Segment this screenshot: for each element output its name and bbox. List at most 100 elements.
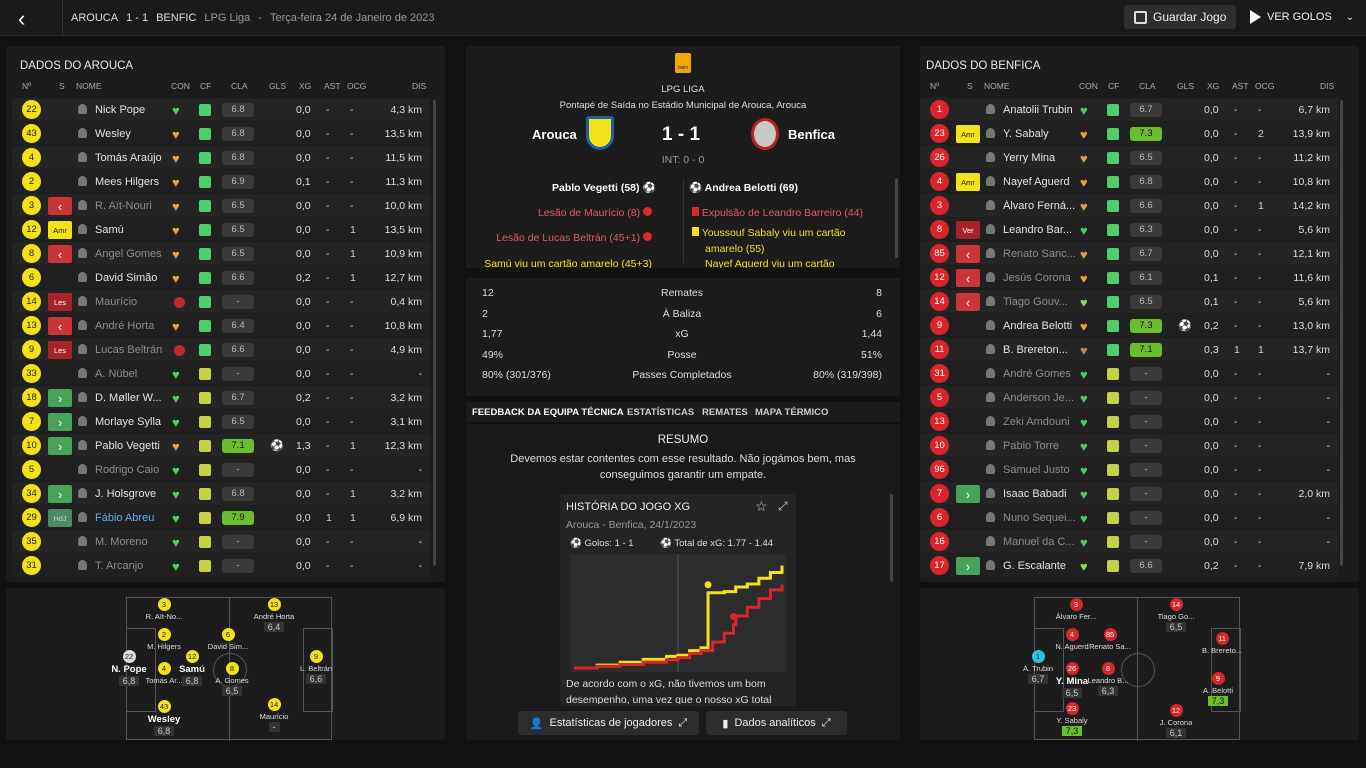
- back-arrow-icon[interactable]: ‹: [18, 6, 26, 31]
- lineup-player[interactable]: 3 R. Aït-No...: [134, 598, 194, 621]
- player-row[interactable]: 8 Ver Leandro Bar... ♥ 6.3 0,0 - - 5,6 k…: [920, 218, 1338, 242]
- player-name[interactable]: Morlaye Sylla: [95, 416, 162, 428]
- lineup-player[interactable]: 23 Y. Sabaly 7,3: [1042, 702, 1102, 736]
- player-row[interactable]: 14 Les Maurício - 0,0 - - 0,4 km: [12, 290, 430, 314]
- player-name[interactable]: David Simão: [95, 272, 158, 284]
- player-name[interactable]: Maurício: [95, 296, 138, 308]
- player-row[interactable]: 3 Álvaro Ferná... ♥ 6.6 0,0 - 1 14,2 km: [920, 194, 1338, 218]
- player-row[interactable]: 31 T. Arcanjo ♥ - 0,0 - - -: [12, 554, 430, 578]
- save-game-button[interactable]: Guardar Jogo: [1124, 5, 1236, 29]
- player-name[interactable]: T. Arcanjo: [95, 560, 144, 572]
- player-name[interactable]: Nuno Sequei...: [1003, 512, 1076, 524]
- column-header[interactable]: Nº: [22, 81, 32, 91]
- player-name[interactable]: R. Aït-Nouri: [95, 200, 152, 212]
- column-header[interactable]: CLA: [231, 81, 248, 91]
- player-name[interactable]: Tiago Gouv...: [1003, 296, 1068, 308]
- lineup-player[interactable]: 85 Renato Sa...: [1080, 628, 1140, 651]
- player-row[interactable]: 6 Nuno Sequei... ♥ - 0,0 - - -: [920, 506, 1338, 530]
- player-name[interactable]: Anatolii Trubin: [1003, 104, 1073, 116]
- events-scrollbar[interactable]: [895, 178, 898, 258]
- player-row[interactable]: 11 B. Brereton... ♥ 7.1 0,3 1 1 13,7 km: [920, 338, 1338, 362]
- feedback-scrollbar[interactable]: [890, 494, 893, 582]
- player-row[interactable]: 5 Anderson Je... ♥ - 0,0 - - -: [920, 386, 1338, 410]
- lineup-player[interactable]: 4 Tomás Ar...: [134, 662, 194, 685]
- lineup-player[interactable]: 14 Maurício -: [244, 698, 304, 732]
- player-row[interactable]: 31 André Gomes ♥ - 0,0 - - -: [920, 362, 1338, 386]
- lineup-player[interactable]: 6 David Sim...: [198, 628, 258, 651]
- column-header[interactable]: CON: [1079, 81, 1098, 91]
- lineup-player[interactable]: 2 M. Hilgers: [134, 628, 194, 651]
- player-row[interactable]: 16 Manuel da C... ♥ - 0,0 - - -: [920, 530, 1338, 554]
- player-row[interactable]: 26 Yerry Mina ♥ 6.5 0,0 - - 11,2 km: [920, 146, 1338, 170]
- star-icon[interactable]: ☆: [755, 498, 768, 514]
- player-name[interactable]: Fábio Abreu: [95, 512, 155, 524]
- player-name[interactable]: D. Møller W...: [95, 392, 162, 404]
- player-name[interactable]: Zeki Amdouni: [1003, 416, 1070, 428]
- player-row[interactable]: 43 Wesley ♥ 6.8 0,0 - - 13,5 km: [12, 122, 430, 146]
- column-header[interactable]: OCG: [1255, 81, 1275, 91]
- player-row[interactable]: 85 ‹ Renato Sanc... ♥ 6.7 0,0 - - 12,1 k…: [920, 242, 1338, 266]
- player-row[interactable]: 9 Andrea Belotti ♥ 7.3 ⚽ 0,2 - - 13,0 km: [920, 314, 1338, 338]
- lineup-player[interactable]: 9 A. Belotti 7,3: [1188, 672, 1248, 706]
- player-row[interactable]: 4 Tomás Araújo ♥ 6.8 0,0 - - 11,5 km: [12, 146, 430, 170]
- player-name[interactable]: Nick Pope: [95, 104, 146, 116]
- player-row[interactable]: 18 › D. Møller W... ♥ 6.7 0,2 - - 3,2 km: [12, 386, 430, 410]
- player-row[interactable]: 13 ‹ André Horta ♥ 6.4 0,0 - - 10,8 km: [12, 314, 430, 338]
- lineup-player[interactable]: 11 B. Brereto...: [1192, 632, 1252, 655]
- player-row[interactable]: 35 M. Moreno ♥ - 0,0 - - -: [12, 530, 430, 554]
- player-name[interactable]: Manuel da C...: [1003, 536, 1075, 548]
- player-name[interactable]: Samú: [95, 224, 124, 236]
- tab-feedback[interactable]: FEEDBACK DA EQUIPA TÉCNICA: [472, 407, 624, 418]
- player-row[interactable]: 33 A. Nübel ♥ - 0,0 - - -: [12, 362, 430, 386]
- player-row[interactable]: 4 Amr Nayef Aguerd ♥ 6.8 0,0 - - 10,8 km: [920, 170, 1338, 194]
- player-name[interactable]: Pablo Torre: [1003, 440, 1060, 452]
- lineup-player[interactable]: 43 Wesley 6,8: [134, 700, 194, 736]
- player-row[interactable]: 10 › Pablo Vegetti ♥ 7.1 ⚽ 1,3 - 1 12,3 …: [12, 434, 430, 458]
- player-row[interactable]: 34 › J. Holsgrove ♥ 6.8 0,0 - 1 3,2 km: [12, 482, 430, 506]
- column-header[interactable]: S: [967, 81, 973, 91]
- player-name[interactable]: Isaac Babadi: [1003, 488, 1067, 500]
- column-header[interactable]: AST: [1232, 81, 1249, 91]
- column-header[interactable]: Nº: [930, 81, 940, 91]
- column-header[interactable]: DIS: [1320, 81, 1335, 91]
- away-team-name[interactable]: Benfica: [788, 127, 835, 142]
- player-row[interactable]: 3 ‹ R. Aït-Nouri ♥ 6.5 0,0 - - 10,0 km: [12, 194, 430, 218]
- player-row[interactable]: 2 Mees Hilgers ♥ 6.9 0,1 - - 11,3 km: [12, 170, 430, 194]
- column-header[interactable]: GLS: [269, 81, 287, 91]
- lineup-player[interactable]: 1 A. Trubin 6,7: [1008, 650, 1068, 684]
- analytics-button[interactable]: ▮ Dados analíticos ⤢: [706, 711, 847, 735]
- player-stats-button[interactable]: 👤 Estatísticas de jogadores ⤢: [518, 711, 699, 735]
- expand-icon[interactable]: ⤢: [778, 499, 788, 513]
- player-name[interactable]: Rodrigo Caio: [95, 464, 160, 476]
- player-name[interactable]: Anderson Je...: [1003, 392, 1074, 404]
- player-row[interactable]: 12 Amr Samú ♥ 6.5 0,0 - 1 13,5 km: [12, 218, 430, 242]
- player-row[interactable]: 29 HdJ Fábio Abreu ♥ 7.9 0,0 1 1 6,9 km: [12, 506, 430, 530]
- player-name[interactable]: B. Brereton...: [1003, 344, 1068, 356]
- player-name[interactable]: Andrea Belotti: [1003, 320, 1073, 332]
- lineup-player[interactable]: 13 André Horta 6,4: [244, 598, 304, 632]
- away-table-scrollbar[interactable]: [1340, 100, 1343, 566]
- player-name[interactable]: Mees Hilgers: [95, 176, 160, 188]
- column-header[interactable]: CON: [171, 81, 190, 91]
- player-name[interactable]: Leandro Bar...: [1003, 224, 1073, 236]
- league-name[interactable]: LPG Liga: [204, 12, 251, 24]
- player-name[interactable]: M. Moreno: [95, 536, 148, 548]
- column-header[interactable]: XG: [1207, 81, 1220, 91]
- player-name[interactable]: Pablo Vegetti: [95, 440, 160, 452]
- player-name[interactable]: Samuel Justo: [1003, 464, 1070, 476]
- column-header[interactable]: CF: [200, 81, 212, 91]
- player-name[interactable]: Lucas Beltrán: [95, 344, 163, 356]
- player-name[interactable]: J. Holsgrove: [95, 488, 157, 500]
- lineup-player[interactable]: 3 Álvaro Fer...: [1046, 598, 1106, 621]
- tab-heat-map[interactable]: MAPA TÉRMICO: [755, 407, 829, 418]
- column-header[interactable]: XG: [299, 81, 312, 91]
- lineup-player[interactable]: 22 N. Pope 6,8: [99, 650, 159, 686]
- player-name[interactable]: G. Escalante: [1003, 560, 1066, 572]
- column-header[interactable]: OCG: [347, 81, 367, 91]
- column-header[interactable]: NOME: [76, 81, 102, 91]
- lineup-player[interactable]: 12 Samú 6,8: [162, 650, 222, 686]
- tab-shots[interactable]: REMATES: [702, 407, 748, 418]
- player-row[interactable]: 96 Samuel Justo ♥ - 0,0 - - -: [920, 458, 1338, 482]
- column-header[interactable]: DIS: [412, 81, 427, 91]
- player-row[interactable]: 6 David Simão ♥ 6.6 0,2 - 1 12,7 km: [12, 266, 430, 290]
